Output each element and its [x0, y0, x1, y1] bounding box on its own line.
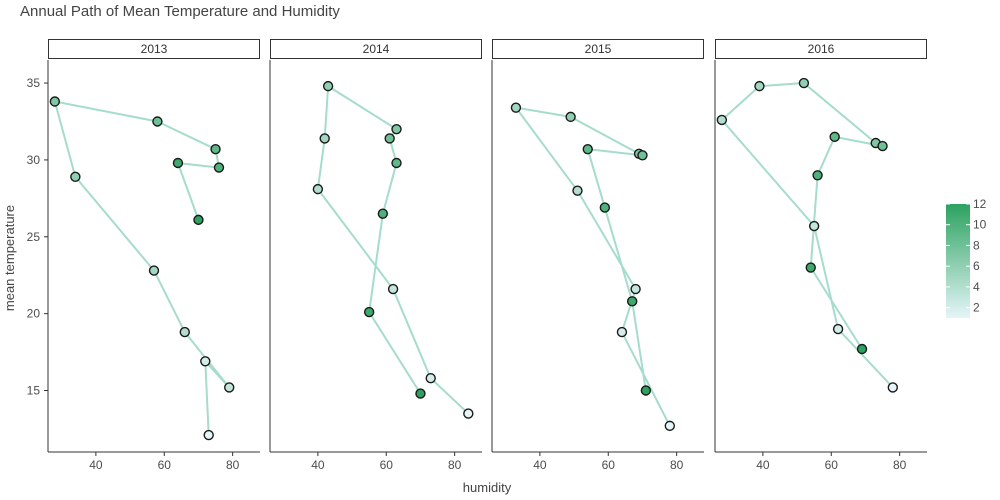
- data-point: [193, 214, 204, 226]
- data-point: [887, 382, 899, 393]
- y-tick-label: 15: [27, 384, 41, 398]
- color-legend: 2 4 6 8 10 12: [946, 197, 987, 318]
- data-point: [312, 183, 324, 195]
- data-point: [148, 265, 160, 276]
- x-tick-label: 60: [380, 458, 394, 472]
- data-point: [716, 114, 728, 126]
- data-point: [754, 80, 765, 92]
- series-path: [514, 106, 671, 427]
- facet-strip-label: 2016: [808, 42, 835, 56]
- data-point: [224, 382, 235, 393]
- y-tick-label: 35: [27, 76, 41, 90]
- facet-panel-2013: 2013 40 60 80: [47, 39, 260, 472]
- facet-strip: [715, 39, 927, 59]
- data-point: [179, 326, 190, 338]
- legend-tick-label: 10: [973, 218, 987, 232]
- series-path: [720, 82, 894, 389]
- facet-panel-2014: 2014 40 60 80: [269, 39, 482, 472]
- data-point: [425, 373, 436, 384]
- facet-strip: [48, 39, 260, 59]
- chart-title: Annual Path of Mean Temperature and Humi…: [20, 3, 340, 20]
- x-tick-label: 40: [756, 458, 770, 472]
- facet-panel-2016: 2016 40 60 80: [714, 39, 927, 472]
- series-path: [316, 85, 470, 415]
- x-tick-label: 40: [89, 458, 103, 472]
- legend-color-bar: [946, 204, 970, 318]
- data-point: [377, 208, 389, 219]
- y-axis-title: mean temperature: [2, 205, 17, 311]
- data-point: [391, 123, 402, 135]
- data-point: [832, 323, 844, 335]
- data-point: [415, 388, 426, 399]
- data-point: [829, 131, 840, 143]
- facet-strip-label: 2015: [585, 42, 612, 56]
- legend-tick-label: 4: [973, 280, 980, 294]
- x-tick-label: 60: [158, 458, 172, 472]
- facet-strip: [270, 39, 482, 59]
- facet-strip-label: 2014: [363, 42, 390, 56]
- data-point: [877, 140, 888, 152]
- data-point: [387, 283, 399, 295]
- data-point: [152, 116, 163, 127]
- data-point: [200, 356, 211, 367]
- data-point: [626, 296, 638, 307]
- x-tick-label: 60: [825, 458, 839, 472]
- y-tick-label: 30: [27, 153, 41, 167]
- data-point: [319, 133, 330, 144]
- x-tick-label: 60: [602, 458, 616, 472]
- data-point: [70, 171, 81, 183]
- data-point: [213, 162, 225, 173]
- data-point: [391, 157, 402, 169]
- data-point: [664, 420, 676, 432]
- x-tick-label: 80: [226, 458, 240, 472]
- data-point: [630, 283, 641, 295]
- data-point: [640, 385, 652, 396]
- legend-tick-label: 12: [973, 197, 987, 211]
- legend-tick-label: 2: [973, 301, 980, 315]
- x-axis-title: humidity: [463, 480, 512, 495]
- legend-tick-label: 6: [973, 259, 980, 273]
- data-point: [172, 157, 184, 169]
- y-tick-label: 20: [27, 307, 41, 321]
- facet-panels: 15 20 25 30 35 2013 40 60 80 2014 40 60 80 2015 40 60 80…: [27, 39, 927, 472]
- data-point: [582, 143, 593, 155]
- data-point: [637, 150, 648, 161]
- x-tick-label: 80: [670, 458, 684, 472]
- facet-strip-label: 2013: [141, 42, 168, 56]
- data-point: [812, 170, 823, 181]
- data-point: [565, 111, 576, 123]
- data-point: [49, 96, 61, 107]
- x-tick-label: 80: [893, 458, 907, 472]
- facet-panel-2015: 2015 40 60 80: [491, 39, 704, 472]
- data-point: [616, 326, 628, 338]
- data-point: [210, 143, 221, 155]
- data-point: [463, 408, 474, 419]
- data-point: [510, 102, 522, 113]
- data-point: [572, 185, 583, 196]
- data-point: [384, 133, 395, 144]
- series-path: [53, 100, 231, 436]
- x-tick-label: 40: [533, 458, 547, 472]
- x-tick-label: 40: [311, 458, 325, 472]
- x-tick-label: 80: [448, 458, 462, 472]
- data-point: [805, 262, 816, 273]
- data-point: [599, 202, 611, 213]
- legend-tick-label: 8: [973, 238, 980, 252]
- facet-strip: [492, 39, 704, 59]
- data-point: [363, 306, 375, 318]
- data-point: [856, 343, 868, 355]
- data-point: [808, 220, 820, 232]
- y-tick-label: 25: [27, 230, 41, 244]
- data-point: [203, 429, 214, 441]
- data-point: [798, 77, 810, 89]
- data-point: [322, 80, 334, 92]
